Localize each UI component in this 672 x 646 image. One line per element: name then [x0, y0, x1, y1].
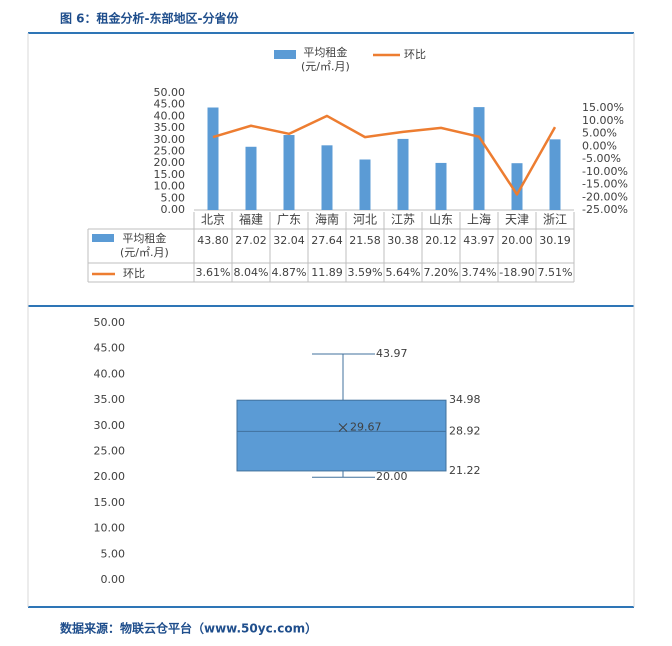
line-series — [212, 114, 557, 196]
y-tick-label: 0.00 — [101, 573, 126, 586]
y-tick-label: 35.00 — [154, 121, 186, 134]
table-value: 20.12 — [425, 234, 457, 247]
table-value: 3.61% — [196, 266, 231, 279]
legend-swatch — [274, 50, 296, 59]
bar — [435, 162, 447, 210]
y-tick-label: 50.00 — [154, 86, 186, 99]
y-tick-label: 5.00 — [101, 547, 126, 560]
bar — [511, 163, 523, 210]
x-tick-label: 江苏 — [391, 213, 415, 227]
table-value: 43.97 — [463, 234, 495, 247]
table-value: 7.20% — [424, 266, 459, 279]
legend-label: 平均租金 (元/㎡.月) — [301, 46, 350, 73]
x-tick-label: 福建 — [239, 212, 263, 227]
table-value: 3.59% — [348, 266, 383, 279]
table-value: 32.04 — [273, 234, 305, 247]
x-tick-label: 浙江 — [543, 213, 567, 227]
y-tick-label: 30.00 — [94, 419, 126, 432]
y-tick-label: 45.00 — [154, 98, 186, 111]
y2-tick-label: -5.00% — [582, 152, 621, 165]
value-label: 28.92 — [449, 424, 481, 437]
table-value: 11.89 — [311, 266, 343, 279]
y-tick-label: 25.00 — [154, 145, 186, 158]
legend-label: 环比 — [404, 48, 426, 61]
x-tick-label: 山东 — [429, 213, 453, 227]
y-tick-label: 5.00 — [161, 191, 186, 204]
y2-tick-label: 0.00% — [582, 139, 617, 152]
table-value: 3.74% — [462, 266, 497, 279]
bar — [207, 107, 219, 210]
y2-tick-label: 15.00% — [582, 101, 624, 114]
table-value: 43.80 — [197, 234, 229, 247]
y-tick-label: 50.00 — [94, 316, 126, 329]
y-tick-label: 25.00 — [94, 445, 126, 458]
x-tick-label: 海南 — [315, 212, 339, 227]
bar — [473, 107, 485, 210]
box — [236, 399, 447, 472]
x-tick-label: 天津 — [505, 213, 529, 227]
table-row-label: 平均租金 (元/㎡.月) — [120, 232, 169, 259]
bar — [245, 146, 257, 210]
bar — [321, 145, 333, 210]
table-value: 20.00 — [501, 234, 533, 247]
y-tick-label: 0.00 — [161, 203, 186, 216]
bar — [359, 159, 371, 210]
y2-tick-label: -20.00% — [582, 190, 628, 203]
table-row-label: 环比 — [123, 267, 145, 280]
figure-title: 图 6：租金分析-东部地区-分省份 — [60, 11, 239, 26]
table-value: 27.64 — [311, 234, 343, 247]
table-value: 30.19 — [539, 234, 571, 247]
y2-tick-label: 5.00% — [582, 127, 617, 140]
value-label: 20.00 — [376, 470, 408, 483]
x-tick-label: 河北 — [353, 213, 377, 227]
mean-marker — [338, 423, 348, 432]
y2-tick-label: -10.00% — [582, 165, 628, 178]
y2-tick-label: 10.00% — [582, 114, 624, 127]
y-tick-label: 45.00 — [94, 342, 126, 355]
table-value: 7.51% — [538, 266, 573, 279]
x-tick-label: 广东 — [277, 213, 301, 227]
y-tick-label: 40.00 — [154, 109, 186, 122]
y-tick-label: 35.00 — [94, 393, 126, 406]
y2-tick-label: -25.00% — [582, 203, 628, 216]
table-value: 5.64% — [386, 266, 421, 279]
y-tick-label: 15.00 — [94, 496, 126, 509]
table-value: 21.58 — [349, 234, 381, 247]
value-label: 43.97 — [376, 347, 408, 360]
y-tick-label: 20.00 — [154, 156, 186, 169]
table-value: -18.90 — [499, 266, 534, 279]
bar — [283, 135, 295, 210]
table-value: 8.04% — [234, 266, 269, 279]
value-label: 21.22 — [449, 464, 481, 477]
y-tick-label: 20.00 — [94, 470, 126, 483]
bar — [549, 139, 561, 210]
bar — [397, 138, 409, 210]
y2-tick-label: -15.00% — [582, 178, 628, 191]
table-value: 30.38 — [387, 234, 419, 247]
y-tick-label: 30.00 — [154, 133, 186, 146]
y-tick-label: 10.00 — [154, 180, 186, 193]
value-label: 29.67 — [350, 420, 382, 433]
table-key — [92, 234, 114, 242]
x-tick-label: 上海 — [467, 212, 491, 227]
table-value: 4.87% — [272, 266, 307, 279]
table-value: 27.02 — [235, 234, 267, 247]
y-tick-label: 10.00 — [94, 522, 126, 535]
y-tick-label: 40.00 — [94, 367, 126, 380]
value-label: 34.98 — [449, 393, 481, 406]
source-note: 数据来源：物联云仓平台（www.50yc.com） — [60, 621, 317, 636]
y-tick-label: 15.00 — [154, 168, 186, 181]
x-tick-label: 北京 — [201, 213, 225, 227]
